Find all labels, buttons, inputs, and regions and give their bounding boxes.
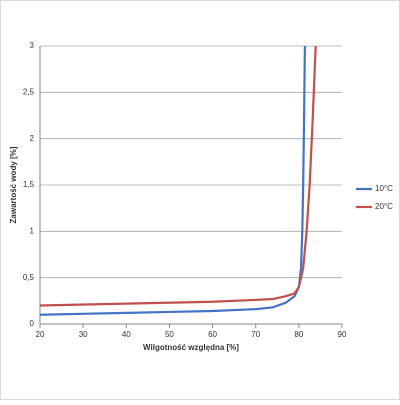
y-tick-label: 1 bbox=[30, 226, 35, 235]
x-tick-label: 90 bbox=[338, 330, 347, 339]
y-tick-label: 2 bbox=[30, 134, 35, 143]
y-tick-label: 0 bbox=[30, 319, 35, 328]
x-tick-label: 40 bbox=[122, 330, 131, 339]
x-tick-label: 50 bbox=[165, 330, 174, 339]
y-tick-label: 0,5 bbox=[23, 273, 35, 282]
line-series bbox=[39, 45, 306, 316]
x-tick-label: 60 bbox=[208, 330, 217, 339]
x-tick-label: 30 bbox=[79, 330, 88, 339]
legend-label: 10°C bbox=[375, 184, 393, 193]
x-tick-label: 70 bbox=[251, 330, 260, 339]
legend-label: 20°C bbox=[375, 202, 393, 211]
y-axis-title: Zawartość wody [%] bbox=[9, 146, 18, 223]
y-tick-label: 1,5 bbox=[23, 180, 35, 189]
y-tick-label: 3 bbox=[30, 41, 35, 50]
x-tick-label: 20 bbox=[36, 330, 45, 339]
line-series bbox=[39, 45, 317, 307]
y-tick-label: 2,5 bbox=[23, 87, 35, 96]
x-tick-label: 80 bbox=[294, 330, 303, 339]
x-axis-title: Wilgotność względna [%] bbox=[143, 343, 239, 352]
